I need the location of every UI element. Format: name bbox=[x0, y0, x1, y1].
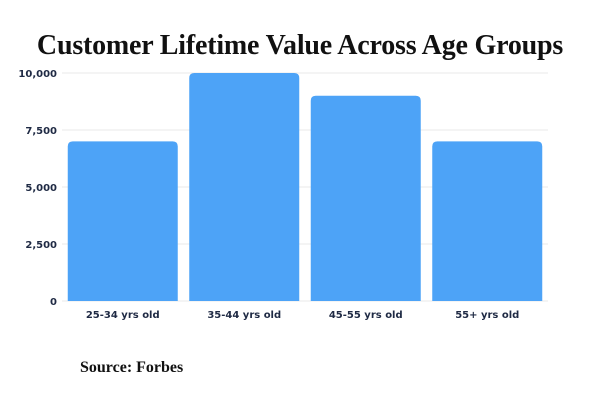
y-tick-label: 7,500 bbox=[25, 126, 57, 137]
bars bbox=[67, 73, 543, 301]
x-tick-label: 55+ yrs old bbox=[455, 310, 519, 321]
chart-title: Customer Lifetime Value Across Age Group… bbox=[36, 30, 564, 61]
bar bbox=[310, 95, 421, 301]
y-tick-label: 2,500 bbox=[25, 240, 57, 251]
x-axis-ticks: 25-34 yrs old 35-44 yrs old 45-55 yrs old 5… bbox=[86, 310, 519, 321]
x-tick-label: 45-55 yrs old bbox=[329, 310, 403, 321]
bar bbox=[189, 73, 300, 301]
y-axis-ticks: 0 2,500 5,000 7,500 10,000 bbox=[18, 69, 57, 308]
y-tick-label: 10,000 bbox=[18, 69, 57, 80]
source-note: Source: Forbes bbox=[80, 359, 184, 376]
bar bbox=[67, 141, 178, 301]
bar bbox=[432, 141, 543, 301]
x-tick-label: 35-44 yrs old bbox=[207, 310, 281, 321]
x-tick-label: 25-34 yrs old bbox=[86, 310, 160, 321]
y-tick-label: 5,000 bbox=[25, 183, 57, 194]
y-tick-label: 0 bbox=[50, 297, 57, 308]
